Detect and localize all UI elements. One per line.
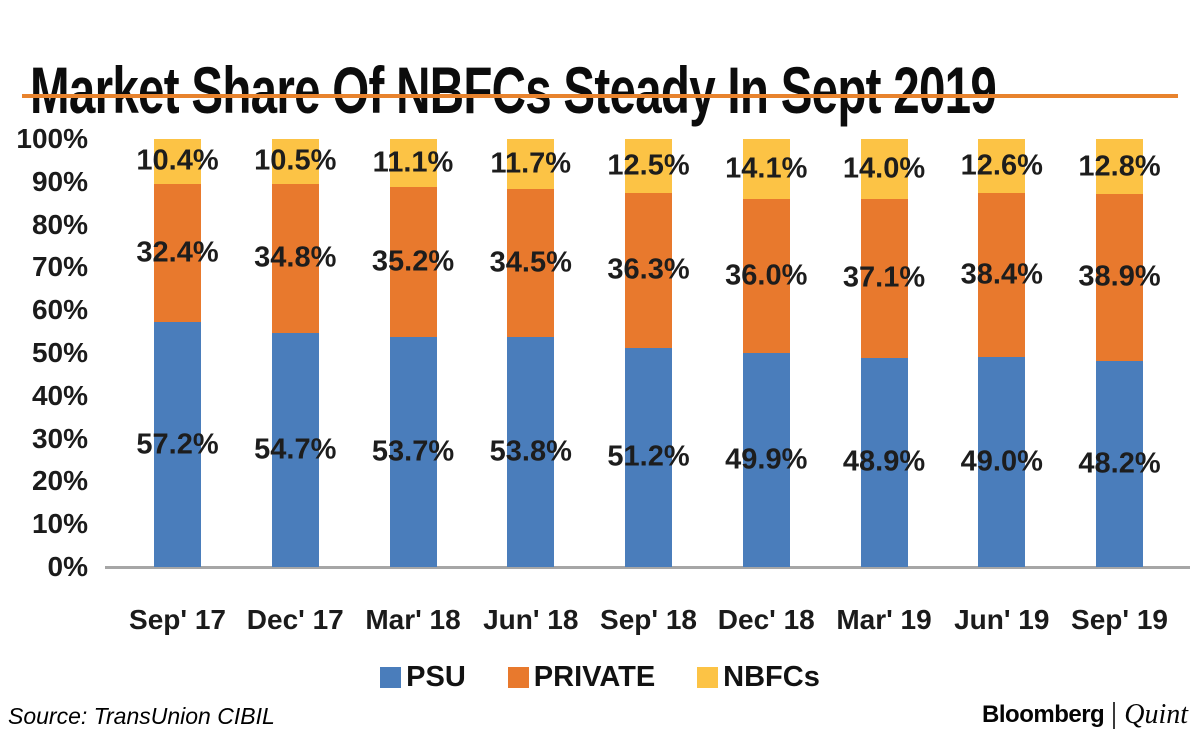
x-axis-category-label: Sep' 19 bbox=[1071, 604, 1168, 635]
bar-segment-nbfcs bbox=[625, 139, 672, 193]
segment-value-label: 11.7% bbox=[490, 147, 572, 180]
segment-value-label: 10.4% bbox=[136, 144, 219, 177]
segment-value-label: 54.7% bbox=[254, 433, 337, 466]
y-axis-tick-label: 60% bbox=[31, 294, 88, 326]
logo-divider bbox=[1113, 701, 1116, 729]
x-axis-category-label: Dec' 17 bbox=[246, 604, 344, 635]
bar-segment-private bbox=[271, 183, 319, 333]
bar-segment-private bbox=[389, 186, 437, 338]
segment-value-label: 36.0% bbox=[725, 259, 808, 292]
segment-value-label: 14.1% bbox=[725, 152, 808, 185]
segment-value-label: 49.9% bbox=[725, 443, 808, 476]
bar-segment-psu bbox=[625, 347, 672, 567]
x-axis-category-label: Mar' 18 bbox=[365, 604, 461, 635]
segment-value-label: 51.2% bbox=[607, 440, 690, 473]
bar-segment-psu bbox=[507, 336, 555, 567]
x-axis-category-label: Jun' 19 bbox=[954, 604, 1050, 635]
segment-value-label: 12.5% bbox=[607, 149, 690, 182]
bar-segment-nbfcs bbox=[154, 139, 201, 184]
y-axis-tick-label: 40% bbox=[31, 379, 88, 411]
y-axis-tick-label: 90% bbox=[31, 165, 88, 197]
bloombergquint-logo: Bloomberg Quint bbox=[982, 699, 1188, 731]
y-axis-tick-label: 10% bbox=[31, 508, 88, 540]
legend-item-psu: PSU bbox=[380, 663, 466, 692]
title-underline-rule bbox=[22, 94, 1178, 98]
x-axis-category-label: Jun' 18 bbox=[483, 604, 579, 635]
bar-segment-nbfcs bbox=[1096, 139, 1143, 195]
bar-segment-psu bbox=[860, 357, 908, 567]
chart-legend: PSU PRIVATE NBFCs bbox=[0, 663, 1200, 692]
segment-value-label: 32.4% bbox=[136, 236, 219, 269]
y-axis-tick-label: 70% bbox=[31, 251, 88, 283]
y-axis-tick-label: 30% bbox=[31, 422, 88, 454]
bloomberg-wordmark: Bloomberg bbox=[982, 701, 1105, 728]
legend-item-nbfcs: NBFCs bbox=[697, 663, 820, 692]
bar-segment-psu bbox=[389, 337, 437, 567]
segment-value-label: 53.7% bbox=[371, 435, 455, 468]
psu-color-swatch bbox=[380, 667, 402, 688]
segment-value-label: 34.8% bbox=[254, 241, 337, 274]
bar-segment-psu bbox=[271, 332, 319, 567]
segment-value-label: 49.0% bbox=[960, 445, 1043, 478]
bar-segment-private bbox=[1096, 194, 1143, 361]
y-axis-tick-label: 0% bbox=[47, 551, 88, 582]
private-color-swatch bbox=[507, 667, 529, 688]
bar-segment-private bbox=[625, 192, 672, 348]
x-axis-baseline bbox=[105, 566, 1190, 569]
bar-segment-private bbox=[742, 199, 790, 354]
x-axis-category-label: Sep' 18 bbox=[600, 604, 697, 635]
chart-title: Market Share Of NBFCs Steady In Sept 201… bbox=[30, 53, 997, 128]
nbfcs-color-swatch bbox=[697, 667, 719, 688]
y-axis-tick-label: 80% bbox=[31, 208, 88, 240]
y-axis-tick-label: 20% bbox=[31, 465, 88, 497]
bar-segment-nbfcs bbox=[271, 139, 319, 184]
segment-value-label: 38.9% bbox=[1078, 260, 1161, 293]
segment-value-label: 48.9% bbox=[842, 445, 926, 478]
bar-segment-psu bbox=[742, 353, 790, 567]
y-axis-tick-label: 100% bbox=[16, 123, 88, 154]
segment-value-label: 14.0% bbox=[842, 152, 926, 185]
bar-segment-psu bbox=[978, 357, 1026, 567]
segment-value-label: 12.6% bbox=[960, 149, 1043, 182]
segment-value-label: 34.5% bbox=[489, 246, 572, 279]
bar-segment-private bbox=[154, 183, 201, 323]
bar-segment-private bbox=[507, 189, 555, 337]
quint-wordmark: Quint bbox=[1124, 699, 1188, 730]
legend-label-nbfcs: NBFCs bbox=[723, 661, 820, 693]
segment-value-label: 11.1% bbox=[372, 146, 454, 179]
x-axis-category-label: Sep' 17 bbox=[129, 604, 226, 635]
bar-segment-nbfcs bbox=[507, 139, 555, 190]
bar-segment-private bbox=[860, 198, 908, 358]
bar-segment-nbfcs bbox=[742, 139, 790, 200]
x-axis-category-label: Dec' 18 bbox=[717, 604, 815, 635]
segment-value-label: 12.8% bbox=[1078, 150, 1161, 183]
bar-segment-psu bbox=[1096, 360, 1143, 567]
bar-segment-nbfcs bbox=[978, 139, 1026, 193]
bar-segment-nbfcs bbox=[389, 139, 437, 187]
segment-value-label: 35.2% bbox=[371, 245, 455, 278]
segment-value-label: 38.4% bbox=[960, 258, 1043, 291]
x-axis-category-label: Mar' 19 bbox=[836, 604, 932, 635]
legend-label-private: PRIVATE bbox=[533, 661, 656, 693]
legend-item-private: PRIVATE bbox=[507, 661, 656, 693]
segment-value-label: 36.3% bbox=[607, 253, 690, 286]
legend-label-psu: PSU bbox=[406, 661, 466, 693]
segment-value-label: 53.8% bbox=[489, 435, 572, 468]
y-axis-tick-label: 50% bbox=[31, 337, 88, 368]
bar-segment-nbfcs bbox=[860, 139, 908, 199]
bar-segment-private bbox=[978, 192, 1026, 358]
bar-segment-psu bbox=[154, 322, 201, 567]
segment-value-label: 57.2% bbox=[136, 428, 219, 461]
segment-value-label: 48.2% bbox=[1078, 447, 1161, 480]
source-note: Source: TransUnion CIBIL bbox=[8, 703, 275, 729]
segment-value-label: 10.5% bbox=[254, 144, 337, 177]
segment-value-label: 37.1% bbox=[842, 261, 926, 294]
